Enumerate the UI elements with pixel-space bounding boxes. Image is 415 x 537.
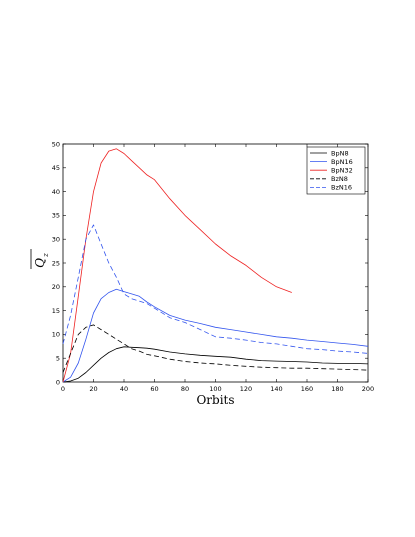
y-tick-label: 30 — [52, 236, 60, 244]
y-tick-label: 50 — [52, 140, 60, 148]
y-tick-label: 35 — [52, 212, 60, 220]
y-tick-label: 20 — [52, 283, 60, 291]
legend-entry: BzN8 — [331, 175, 348, 183]
x-axis: 0 20 40 60 80 100 120 140 160 180 200 — [61, 144, 374, 393]
x-axis-label: Orbits — [196, 393, 234, 407]
y-axis-label-group: Q z — [30, 249, 50, 269]
x-tick-label: 20 — [89, 385, 97, 393]
legend-entry: BpN8 — [331, 149, 349, 157]
x-tick-label: 0 — [61, 385, 65, 393]
legend-entry: BpN16 — [331, 158, 353, 166]
series-line-bzn16 — [62, 224, 369, 354]
series-lines — [62, 148, 369, 383]
series-line-bpn32 — [62, 148, 292, 383]
y-tick-label: 25 — [52, 259, 60, 267]
series-line-bpn16 — [62, 288, 369, 383]
x-tick-label: 100 — [209, 385, 221, 393]
x-tick-label: 160 — [301, 385, 313, 393]
y-axis: 0 5 10 15 20 25 30 35 40 45 50 — [52, 140, 368, 386]
y-axis-label-subscript: z — [42, 253, 50, 258]
x-tick-label: 120 — [240, 385, 252, 393]
x-tick-label: 200 — [362, 385, 374, 393]
x-tick-label: 60 — [150, 385, 158, 393]
x-tick-label: 80 — [181, 385, 189, 393]
legend-entry: BzN16 — [331, 184, 352, 192]
y-tick-label: 15 — [52, 307, 60, 315]
x-tick-label: 140 — [270, 385, 282, 393]
y-tick-label: 10 — [52, 331, 60, 339]
series-line-bpn8 — [62, 346, 369, 383]
x-tick-label: 180 — [331, 385, 343, 393]
y-tick-label: 45 — [52, 164, 60, 172]
y-tick-label: 5 — [56, 355, 60, 363]
y-tick-label: 40 — [52, 188, 60, 196]
series-line-bzn8 — [62, 324, 369, 373]
legend-entry: BpN32 — [331, 167, 353, 175]
y-axis-label: Q — [33, 258, 47, 268]
x-tick-label: 40 — [120, 385, 128, 393]
y-tick-label: 0 — [56, 378, 60, 386]
